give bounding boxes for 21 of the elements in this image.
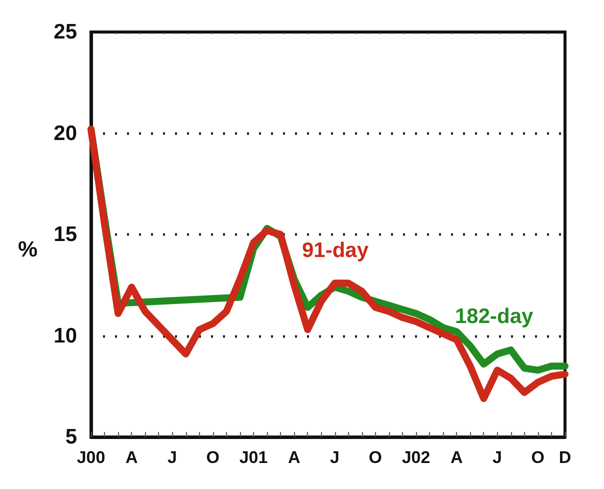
x-tick-label: J [168, 448, 177, 467]
x-tick-label: O [531, 448, 545, 467]
x-tick-label: J [330, 448, 340, 467]
y-tick-label: 5 [65, 426, 78, 448]
y-tick-label: 20 [54, 122, 77, 145]
series-label: 182-day [455, 305, 534, 328]
x-tick-label: J00 [76, 448, 106, 467]
x-tick-label: A [450, 448, 463, 467]
x-tick-label: O [368, 448, 382, 467]
y-tick-label: 25 [54, 20, 78, 44]
y-axis-title: % [18, 236, 38, 262]
x-tick-label: J01 [239, 448, 268, 467]
x-tick-label: A [288, 448, 300, 467]
x-tick-label: D [558, 448, 572, 467]
y-tick-label: 15 [54, 223, 78, 246]
x-tick-label: O [206, 448, 220, 467]
x-tick-label: J02 [402, 448, 430, 467]
x-tick-label: A [125, 448, 138, 467]
x-tick-label: J [492, 448, 502, 467]
series-label: 91-day [302, 239, 369, 262]
y-tick-label: 10 [54, 324, 77, 348]
